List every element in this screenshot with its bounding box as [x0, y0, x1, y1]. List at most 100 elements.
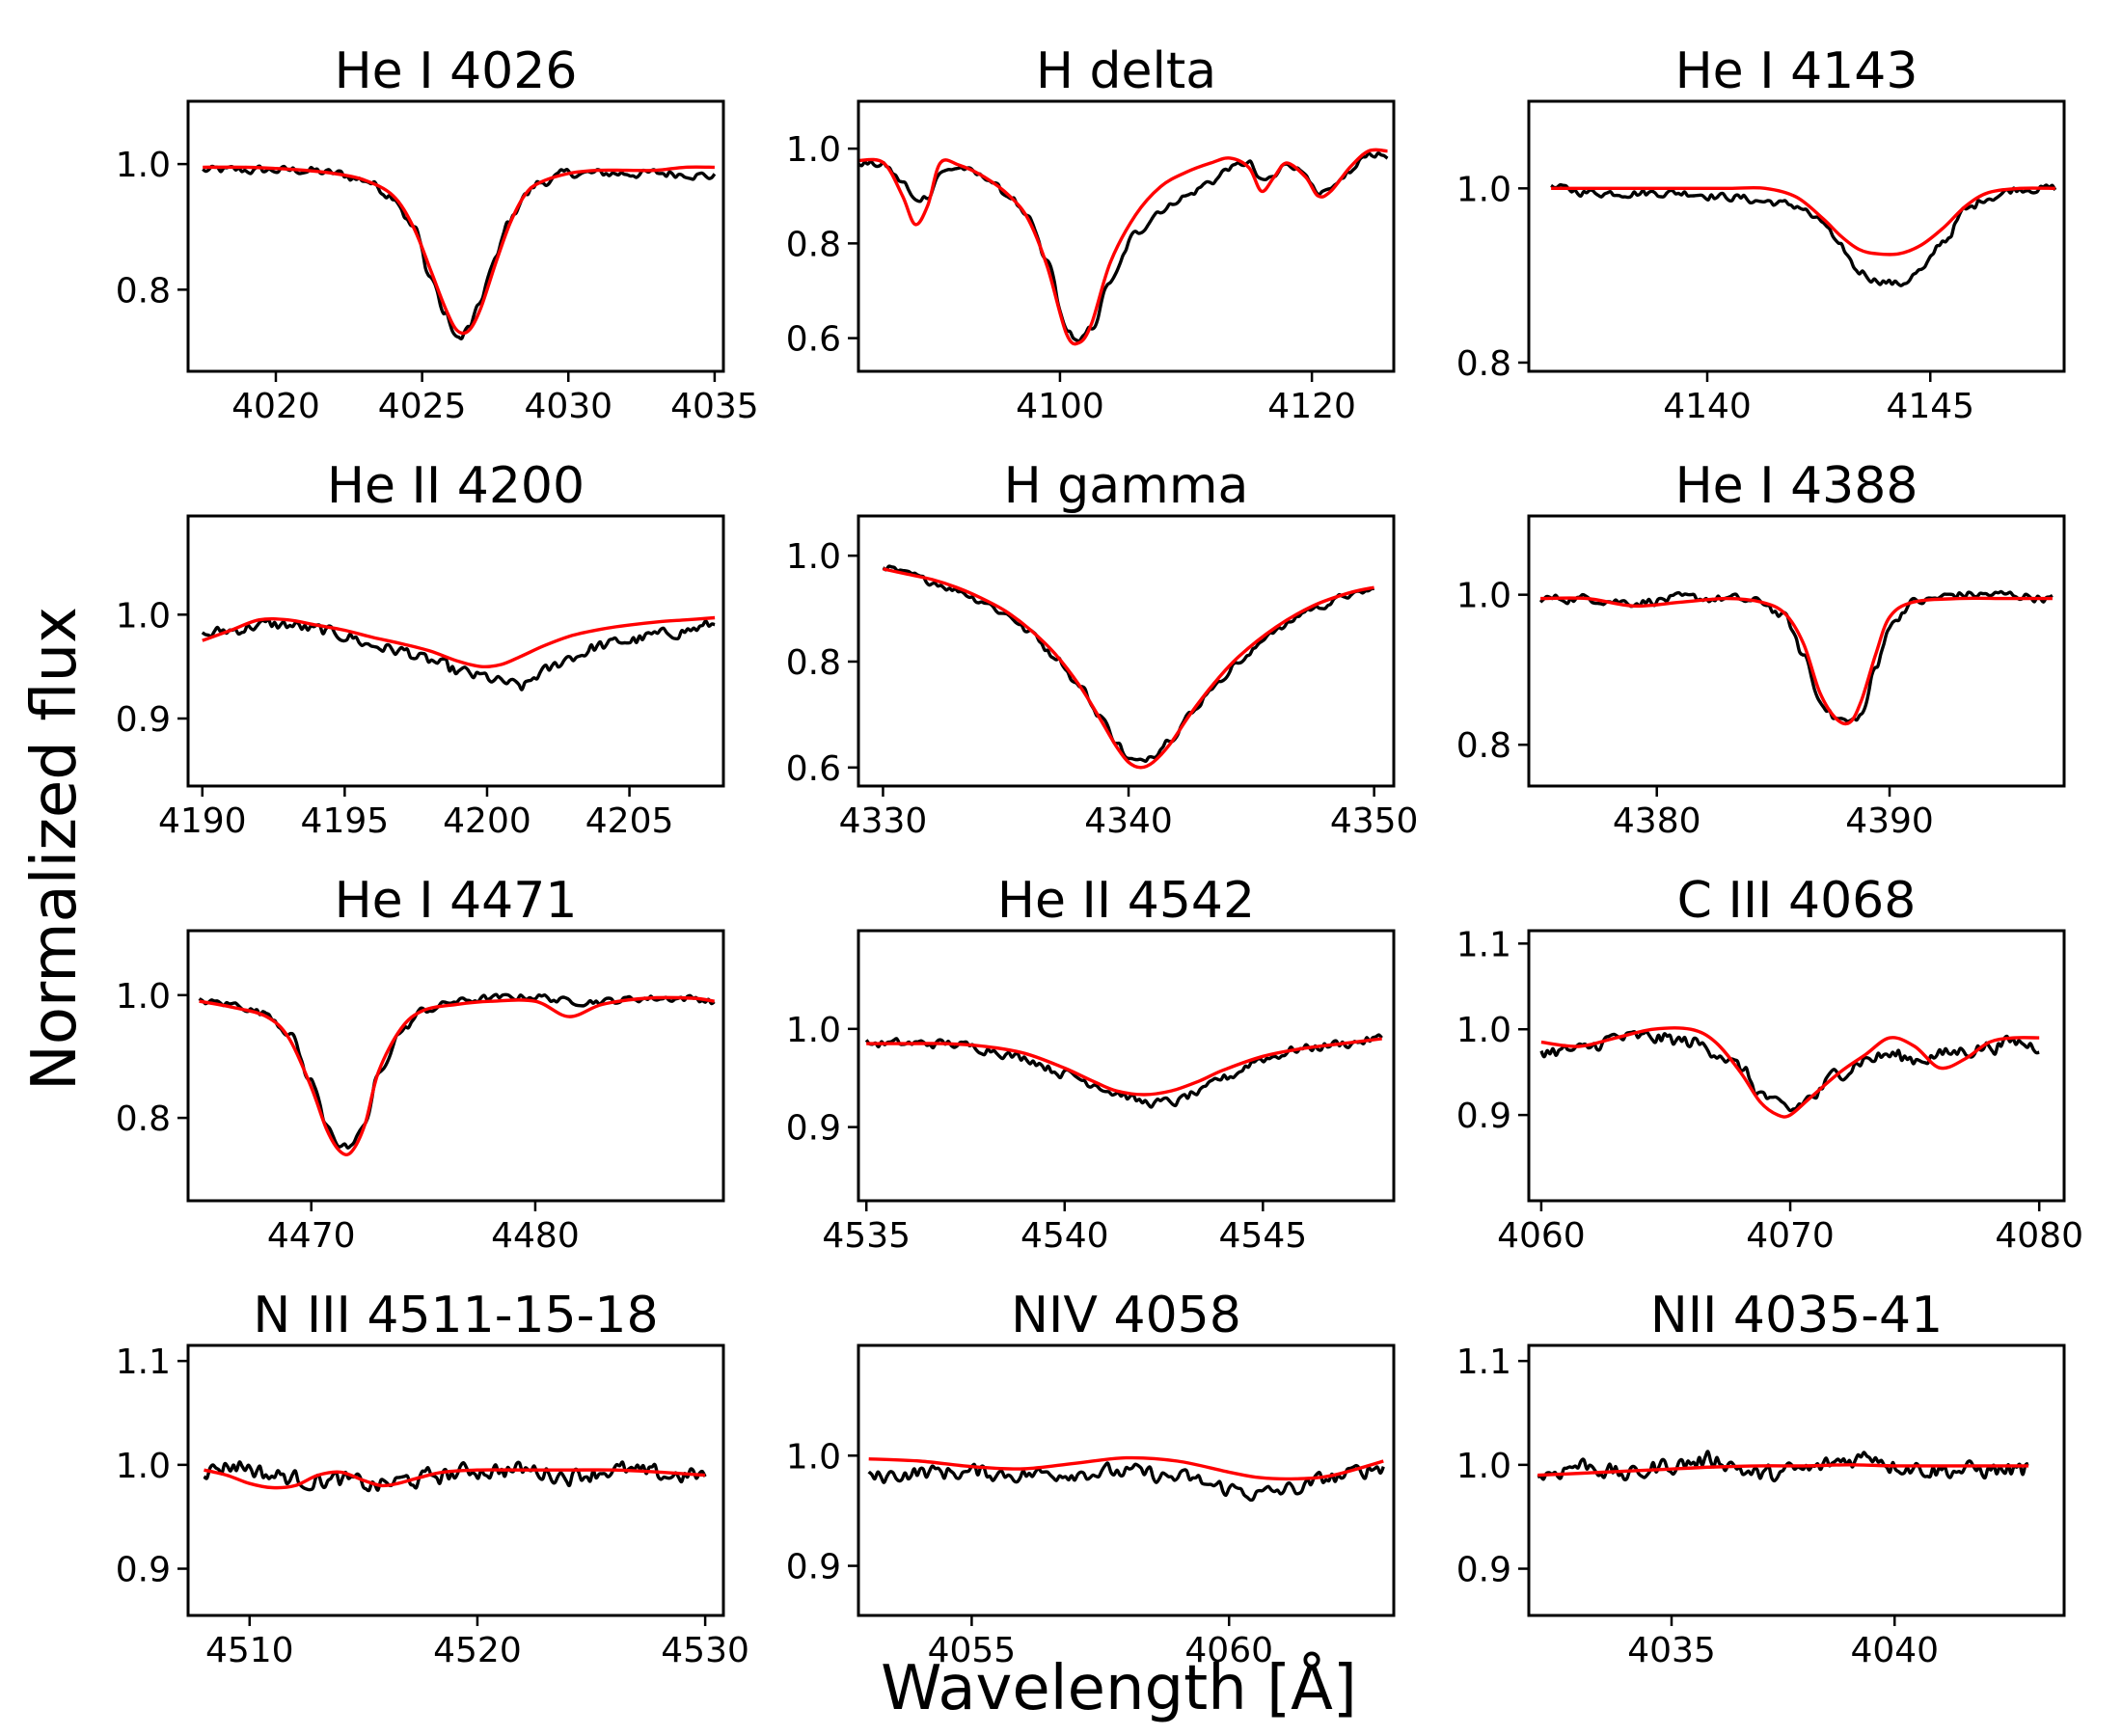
- he-i-4471-ytick-label: 1.0: [116, 977, 171, 1017]
- c-iii-4068-ytick-label: 1.0: [1456, 1011, 1511, 1050]
- nii-4035-41-xtick-label: 4035: [1627, 1631, 1716, 1670]
- he-ii-4542-ytick-label: 0.9: [786, 1109, 841, 1149]
- h-delta-axes-frame: [857, 99, 1396, 373]
- he-ii-4542-axes-frame: [857, 929, 1396, 1203]
- he-ii-4542-title: He II 4542: [997, 872, 1255, 930]
- h-delta-xtick-label: 4120: [1267, 387, 1356, 426]
- he-i-4388-observed-line: [1538, 589, 2054, 723]
- panel-he-i-4388: 4380 4390 0.8 1.0 He I 4388: [1456, 457, 2066, 841]
- he-ii-4200-axes-frame: [186, 514, 725, 788]
- he-ii-4542-observed-line: [864, 1033, 1383, 1109]
- h-gamma-ytick-label: 1.0: [786, 537, 841, 577]
- panel-he-i-4026: 4020 4025 4030 4035 0.8 1.0 He I 4026: [116, 42, 759, 426]
- n-iii-4511-15-18-ytick-label: 1.0: [116, 1447, 171, 1486]
- panel-niv-4058: 4055 4060 0.9 1.0 NIV 4058: [786, 1287, 1396, 1670]
- he-i-4388-ytick-label: 1.0: [1456, 577, 1511, 616]
- h-gamma-xtick-label: 4330: [839, 801, 928, 841]
- h-delta-title: H delta: [1036, 42, 1216, 100]
- he-i-4143-ytick-label: 0.8: [1456, 344, 1511, 384]
- he-i-4026-model-line: [203, 165, 715, 336]
- panel-c-iii-4068: 4060 4070 4080 0.9 1.0 1.1 C III 4068: [1456, 872, 2083, 1256]
- he-i-4143-title: He I 4143: [1675, 42, 1918, 100]
- n-iii-4511-15-18-observed-line: [203, 1460, 707, 1493]
- he-i-4471-ytick-label: 0.8: [116, 1099, 171, 1139]
- panel-n-iii-4511-15-18: 4510 4520 4530 0.9 1.0 1.1 N III 4511-15-18: [116, 1287, 749, 1670]
- he-i-4471-observed-line: [198, 992, 716, 1150]
- x-axis-label: Wavelength [Å]: [881, 1651, 1357, 1724]
- niv-4058-observed-line: [867, 1461, 1385, 1503]
- c-iii-4068-title: C III 4068: [1677, 872, 1917, 930]
- he-ii-4200-xtick-label: 4190: [158, 801, 247, 841]
- niv-4058-xtick-label: 4060: [1184, 1631, 1273, 1670]
- he-i-4143-axes-frame: [1527, 99, 2066, 373]
- h-gamma-ytick-label: 0.8: [786, 643, 841, 683]
- he-i-4388-xtick-label: 4380: [1613, 801, 1701, 841]
- h-gamma-model-line: [883, 567, 1374, 770]
- h-delta-ytick-label: 0.6: [786, 320, 841, 360]
- nii-4035-41-axes-frame: [1527, 1343, 2066, 1617]
- nii-4035-41-ytick-label: 1.1: [1456, 1343, 1511, 1382]
- he-ii-4542-model-line: [866, 1037, 1382, 1097]
- panel-he-i-4471: 4470 4480 0.8 1.0 He I 4471: [116, 872, 725, 1256]
- c-iii-4068-ytick-label: 1.1: [1456, 925, 1511, 964]
- niv-4058-xtick-label: 4055: [928, 1631, 1017, 1670]
- c-iii-4068-axes-frame: [1527, 929, 2066, 1203]
- nii-4035-41-observed-line: [1537, 1450, 2029, 1483]
- subplot-grid: 4020 4025 4030 4035 0.8 1.0 He I 4026 4100 4120 0…: [116, 42, 2083, 1670]
- niv-4058-title: NIV 4058: [1011, 1287, 1241, 1344]
- nii-4035-41-xtick-label: 4040: [1850, 1631, 1939, 1670]
- he-i-4026-observed-line: [202, 164, 717, 340]
- h-gamma-axes-frame: [857, 514, 1396, 788]
- n-iii-4511-15-18-model-line: [204, 1468, 706, 1490]
- nii-4035-41-title: NII 4035-41: [1650, 1287, 1943, 1344]
- he-ii-4542-xtick-label: 4540: [1020, 1216, 1109, 1256]
- he-i-4388-xtick-label: 4390: [1845, 801, 1934, 841]
- he-i-4026-ytick-label: 1.0: [116, 146, 171, 185]
- h-delta-xtick-label: 4100: [1016, 387, 1104, 426]
- n-iii-4511-15-18-axes-frame: [186, 1343, 725, 1617]
- he-i-4026-title: He I 4026: [335, 42, 578, 100]
- he-ii-4200-observed-line: [201, 617, 716, 692]
- panel-he-ii-4200: 4190 4195 4200 4205 0.9 1.0 He II 4200: [116, 457, 725, 841]
- he-i-4471-xtick-label: 4480: [491, 1216, 580, 1256]
- h-delta-ytick-label: 1.0: [786, 130, 841, 170]
- he-i-4471-xtick-label: 4470: [267, 1216, 356, 1256]
- he-ii-4542-ytick-label: 1.0: [786, 1011, 841, 1050]
- he-i-4026-axes-frame: [186, 99, 725, 373]
- h-gamma-xtick-label: 4340: [1084, 801, 1173, 841]
- he-i-4026-ytick-label: 0.8: [116, 271, 171, 311]
- h-gamma-xtick-label: 4350: [1330, 801, 1419, 841]
- he-i-4471-model-line: [199, 995, 715, 1156]
- he-i-4026-xtick-label: 4020: [231, 387, 320, 426]
- he-i-4471-axes-frame: [186, 929, 725, 1203]
- c-iii-4068-ytick-label: 0.9: [1456, 1097, 1511, 1136]
- h-delta-model-line: [858, 148, 1388, 346]
- he-i-4388-axes-frame: [1527, 514, 2066, 788]
- he-i-4388-model-line: [1540, 596, 2053, 726]
- he-i-4143-ytick-label: 1.0: [1456, 170, 1511, 209]
- h-gamma-observed-line: [882, 564, 1374, 764]
- he-i-4143-model-line: [1551, 185, 2055, 257]
- he-i-4471-title: He I 4471: [335, 872, 578, 930]
- panel-he-i-4143: 4140 4145 0.8 1.0 He I 4143: [1456, 42, 2066, 426]
- c-iii-4068-xtick-label: 4070: [1746, 1216, 1835, 1256]
- nii-4035-41-ytick-label: 1.0: [1456, 1447, 1511, 1486]
- he-i-4026-xtick-label: 4030: [524, 387, 612, 426]
- nii-4035-41-ytick-label: 0.9: [1456, 1551, 1511, 1590]
- niv-4058-ytick-label: 0.9: [786, 1548, 841, 1587]
- n-iii-4511-15-18-ytick-label: 1.1: [116, 1343, 171, 1382]
- h-delta-ytick-label: 0.8: [786, 225, 841, 264]
- niv-4058-model-line: [868, 1455, 1384, 1481]
- niv-4058-axes-frame: [857, 1343, 1396, 1617]
- he-i-4143-xtick-label: 4140: [1663, 387, 1752, 426]
- panel-h-delta: 4100 4120 0.6 0.8 1.0 H delta: [786, 42, 1396, 426]
- c-iii-4068-xtick-label: 4080: [1995, 1216, 2083, 1256]
- n-iii-4511-15-18-xtick-label: 4510: [205, 1631, 294, 1670]
- n-iii-4511-15-18-title: N III 4511-15-18: [253, 1287, 658, 1344]
- c-iii-4068-xtick-label: 4060: [1497, 1216, 1586, 1256]
- he-i-4388-title: He I 4388: [1675, 457, 1918, 515]
- c-iii-4068-observed-line: [1539, 1029, 2040, 1113]
- panel-nii-4035-41: 4035 4040 0.9 1.0 1.1 NII 4035-41: [1456, 1287, 2066, 1670]
- he-ii-4542-xtick-label: 4545: [1219, 1216, 1308, 1256]
